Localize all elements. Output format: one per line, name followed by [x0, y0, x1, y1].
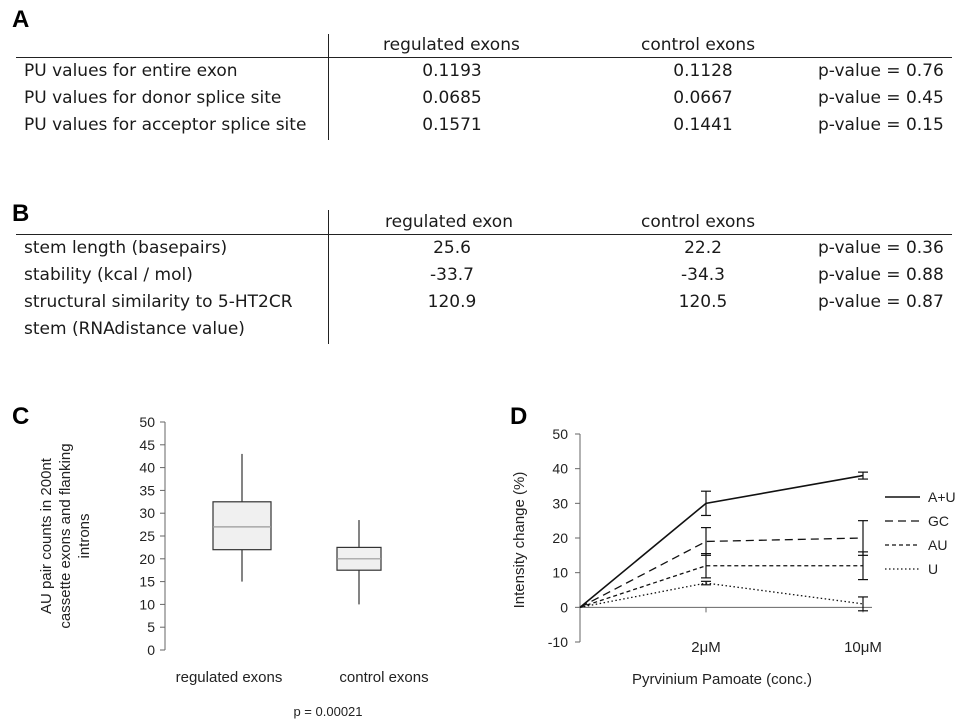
legend-label: A+U — [928, 489, 956, 505]
table-b-row-label: stability (kcal / mol) — [24, 265, 193, 285]
table-a-p-value: p-value = 0.76 — [818, 61, 944, 81]
box-iqr — [212, 501, 272, 551]
y-tick-label: 20 — [139, 551, 155, 567]
x-category-label: control exons — [339, 669, 428, 686]
x-axis-label: Pyrvinium Pamoate (conc.) — [632, 671, 812, 688]
y-tick-label: 40 — [139, 460, 155, 476]
panel-c-label: C — [12, 403, 29, 430]
table-a-p-value: p-value = 0.45 — [818, 88, 944, 108]
table-b-p-value: p-value = 0.88 — [818, 265, 944, 285]
table-b-divider-vertical — [328, 210, 329, 344]
table-a-p-value: p-value = 0.15 — [818, 115, 944, 135]
y-tick-label: 40 — [552, 461, 568, 477]
y-tick-label: -10 — [548, 634, 568, 650]
y-tick-label: 0 — [147, 642, 155, 658]
table-b-p-value: p-value = 0.36 — [818, 238, 944, 258]
y-axis-label-line: cassette exons and flanking — [57, 443, 74, 628]
table-a-regulated-value: 0.0685 — [422, 88, 482, 108]
y-tick-label: 5 — [147, 619, 155, 635]
table-b-row-label: stem length (basepairs) — [24, 238, 228, 258]
table-a: regulated exons control exons PU values … — [0, 0, 966, 160]
series-line-AU — [579, 565, 863, 608]
table-b-control-value: 22.2 — [684, 238, 722, 258]
y-tick-label: 25 — [139, 528, 155, 544]
p-value-annotation: p = 0.00021 — [293, 704, 362, 719]
panel-d-label: D — [510, 403, 527, 430]
table-a-divider-vertical — [328, 34, 329, 140]
table-a-regulated-value: 0.1193 — [422, 61, 482, 81]
y-axis-label-line: AU pair counts in 200nt — [38, 457, 55, 614]
x-tick-label: 2μM — [691, 639, 720, 656]
table-b: regulated exon control exons stem length… — [0, 0, 966, 360]
table-b-regulated-value: 25.6 — [433, 238, 471, 258]
table-b-header-control: control exons — [641, 212, 756, 232]
y-tick-label: 35 — [139, 482, 155, 498]
y-axis-label-line: introns — [76, 513, 93, 558]
table-b-header-regulated: regulated exon — [385, 212, 513, 232]
table-b-divider-horizontal — [16, 234, 952, 235]
table-a-header-control: control exons — [641, 35, 756, 55]
y-axis-label: Intensity change (%) — [511, 472, 528, 609]
y-tick-label: 50 — [552, 426, 568, 442]
chart-c: C 0 5 10 15 20 25 30 35 40 45 50 AU pair counts in 2… — [12, 403, 429, 719]
legend-label: GC — [928, 513, 949, 529]
y-tick-label: 30 — [139, 505, 155, 521]
table-b-row-label: structural similarity to 5-HT2CR — [24, 292, 293, 312]
panel-b-label: B — [12, 200, 30, 227]
table-a-row-label: PU values for acceptor splice site — [24, 115, 307, 135]
y-tick-label: 10 — [139, 596, 155, 612]
y-tick-label: 15 — [139, 574, 155, 590]
table-b-regulated-value: -33.7 — [430, 265, 474, 285]
table-b-row-label: stem (RNAdistance value) — [24, 319, 245, 339]
table-a-control-value: 0.1441 — [673, 115, 733, 135]
table-b-p-value: p-value = 0.87 — [818, 292, 944, 312]
y-tick-label: 20 — [552, 530, 568, 546]
y-tick-label: 0 — [560, 599, 568, 615]
table-a-row-label: PU values for donor splice site — [24, 88, 282, 108]
y-tick-label: 10 — [552, 565, 568, 581]
table-a-divider-horizontal — [16, 57, 952, 58]
y-tick-label: 30 — [552, 495, 568, 511]
table-b-control-value: -34.3 — [681, 265, 725, 285]
table-b-regulated-value: 120.9 — [427, 292, 477, 312]
table-a-regulated-value: 0.1571 — [422, 115, 482, 135]
table-a-header-regulated: regulated exons — [383, 35, 520, 55]
legend-label: AU — [928, 537, 947, 553]
table-a-row-label: PU values for entire exon — [24, 61, 238, 81]
y-axis-label: AU pair counts in 200nt cassette exons an… — [38, 443, 93, 628]
table-b-control-value: 120.5 — [678, 292, 728, 312]
chart-d: D -10 0 10 20 30 40 50 2μM 10μM Intensity change (… — [510, 403, 956, 688]
y-tick-label: 50 — [139, 414, 155, 430]
table-a-control-value: 0.0667 — [673, 88, 733, 108]
y-tick-label: 45 — [139, 437, 155, 453]
x-tick-label: 10μM — [844, 639, 882, 656]
series-line-U — [579, 582, 864, 608]
legend-label: U — [928, 561, 938, 577]
panel-a-label: A — [12, 6, 30, 33]
table-a-control-value: 0.1128 — [673, 61, 733, 81]
x-category-label: regulated exons — [176, 669, 283, 686]
